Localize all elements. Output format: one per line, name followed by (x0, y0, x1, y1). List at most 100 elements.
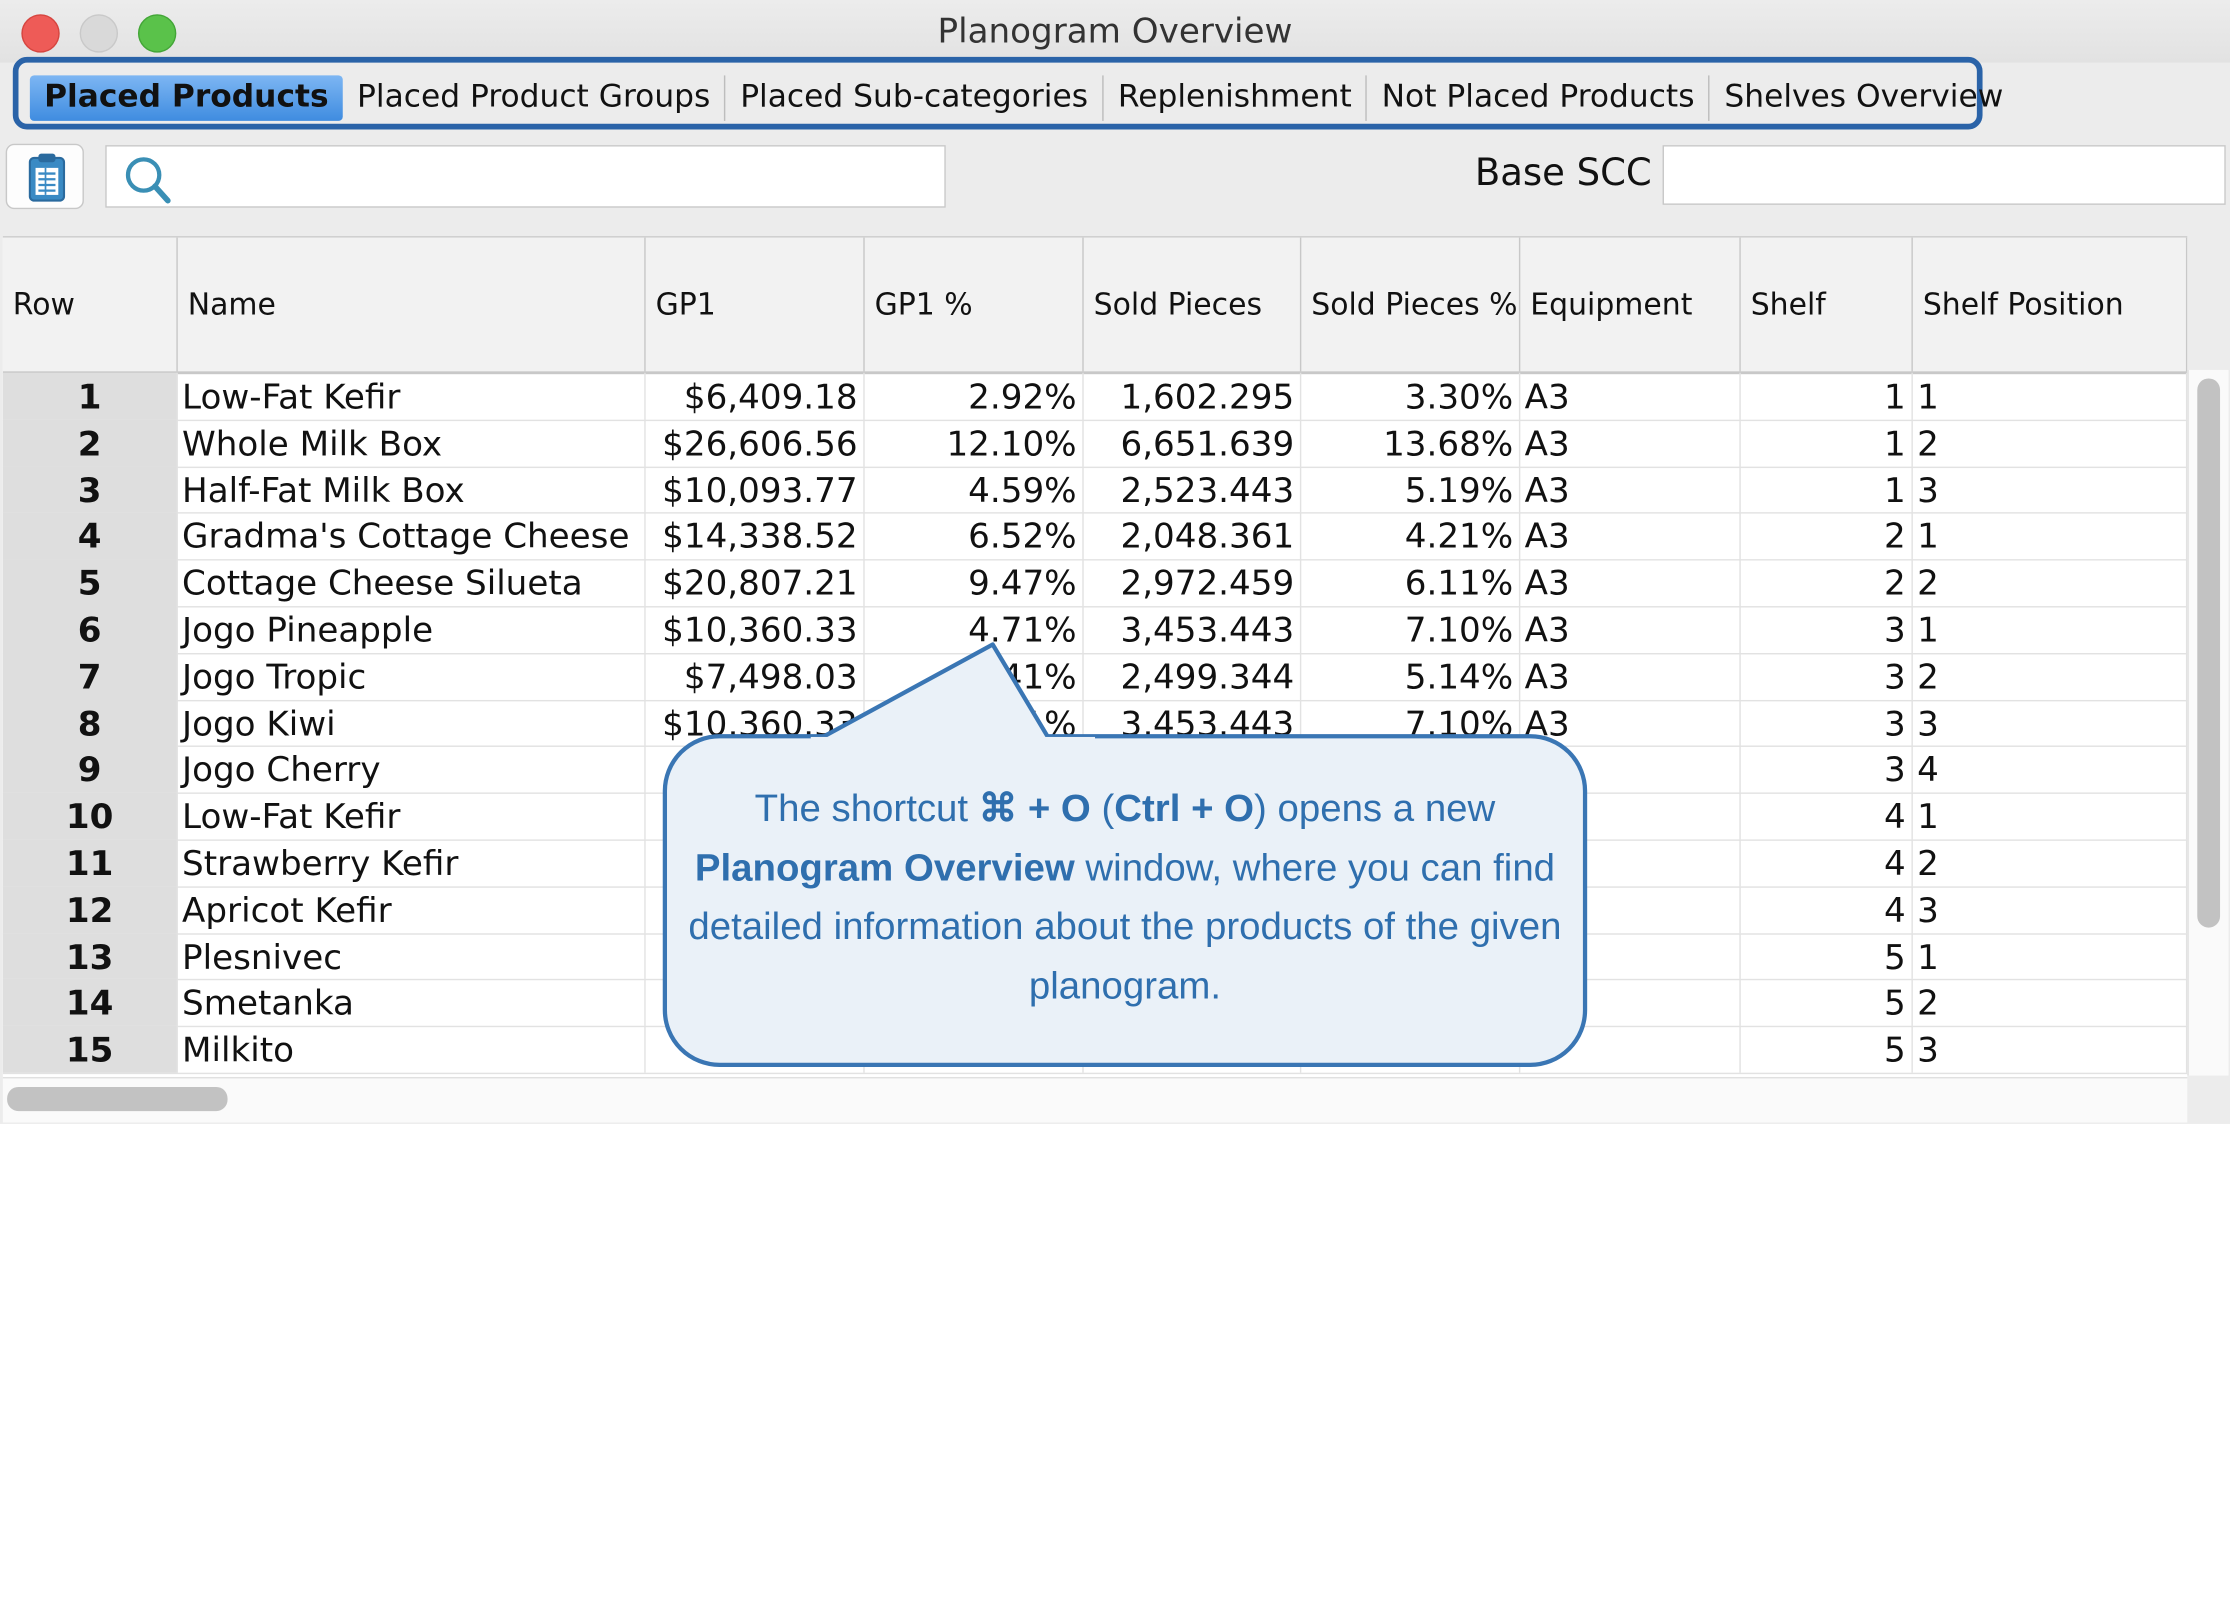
column-header-row[interactable]: Row (3, 237, 178, 372)
cell-name: Low-Fat Kefir (178, 792, 646, 840)
cell-shelf-position: 1 (1913, 792, 2188, 840)
cell-equipment (1520, 839, 1741, 887)
cell-sold-pieces-pct: 7.10% (1301, 606, 1521, 653)
cell-shelf: 3 (1741, 699, 1913, 747)
cell-shelf: 5 (1741, 932, 1913, 980)
cell-equipment (1520, 792, 1741, 840)
cell-sold-pieces: 1,602.295 (1084, 372, 1302, 420)
column-header-equipment[interactable]: Equipment (1520, 237, 1741, 372)
column-header-sold-pieces-pct[interactable]: Sold Pieces % (1301, 237, 1521, 372)
tab-placed-product-groups[interactable]: Placed Product Groups (343, 75, 726, 121)
callout-tail (810, 642, 1096, 769)
cell-sold-pieces-pct: 4.21% (1301, 512, 1521, 560)
cell-equipment: A3 (1520, 466, 1741, 513)
cell-shelf-position: 3 (1913, 466, 2188, 513)
cell-name: Gradma's Cottage Cheese (178, 512, 646, 560)
cell-row: 6 (2, 606, 178, 653)
cell-shelf: 1 (1741, 466, 1913, 513)
base-scc-input[interactable] (1662, 145, 2226, 205)
cell-row: 1 (2, 372, 178, 420)
cell-shelf: 4 (1741, 886, 1913, 933)
cell-row: 14 (2, 979, 178, 1027)
tab-bar: Placed Products Placed Product Groups Pl… (29, 75, 2018, 121)
cell-shelf: 3 (1741, 652, 1913, 700)
column-header-sold-pieces[interactable]: Sold Pieces (1084, 237, 1302, 372)
cell-row: 11 (2, 839, 178, 887)
close-window-button[interactable] (21, 14, 60, 53)
cell-row: 13 (2, 932, 178, 980)
cell-shelf: 1 (1741, 419, 1913, 467)
cell-sold-pieces-pct: 5.19% (1301, 466, 1521, 513)
cell-row: 3 (2, 466, 178, 513)
tab-not-placed-products[interactable]: Not Placed Products (1367, 75, 1711, 121)
callout-text-part: ( (1090, 786, 1115, 830)
cell-sold-pieces-pct: 6.11% (1301, 559, 1521, 607)
table-header: Row Name GP1 GP1 % Sold Pieces Sold Pieces % E… (2, 237, 2188, 375)
cell-row: 8 (2, 699, 178, 747)
cell-equipment (1520, 886, 1741, 933)
cell-shelf: 4 (1741, 839, 1913, 887)
maximize-window-button[interactable] (137, 14, 177, 53)
cell-row: 2 (2, 419, 178, 467)
cell-shelf-position: 3 (1913, 699, 2188, 747)
tabs-highlight: Placed Products Placed Product Groups Pl… (12, 56, 2003, 130)
table-row[interactable]: 5 Cottage Cheese Silueta $20,807.21 9.47% 2,… (2, 559, 2188, 608)
cell-gp1-pct: 2.92% (865, 372, 1084, 420)
cell-gp1-pct: 4.71% (865, 606, 1084, 653)
cell-name: Low-Fat Kefir (178, 372, 646, 420)
cell-shelf-position: 1 (1913, 512, 2188, 560)
column-header-shelf[interactable]: Shelf (1741, 237, 1913, 372)
cell-sold-pieces-pct: 5.14% (1301, 652, 1521, 700)
cell-name: Plesnivec (178, 932, 646, 980)
cell-gp1: $20,807.21 (646, 559, 865, 607)
horizontal-scrollbar[interactable] (2, 1076, 2188, 1123)
cell-shelf: 2 (1741, 512, 1913, 560)
cell-shelf: 3 (1741, 606, 1913, 653)
export-button[interactable] (5, 143, 84, 210)
cell-gp1-pct: 12.10% (865, 419, 1084, 467)
cell-sold-pieces: 2,972.459 (1084, 559, 1302, 607)
cell-name: Whole Milk Box (178, 419, 646, 467)
table-row[interactable]: 1 Low-Fat Kefir $6,409.18 2.92% 1,602.295 3.3… (2, 372, 2188, 421)
table-row[interactable]: 2 Whole Milk Box $26,606.56 12.10% 6,651.639… (2, 419, 2188, 468)
tab-shelves-overview[interactable]: Shelves Overview (1724, 79, 2004, 116)
tab-replenishment[interactable]: Replenishment (1104, 75, 1368, 121)
cell-equipment: A3 (1520, 512, 1741, 560)
table-row[interactable]: 3 Half-Fat Milk Box $10,093.77 4.59% 2,523.4… (2, 466, 2188, 515)
cell-gp1: $10,093.77 (646, 466, 865, 513)
cell-shelf: 3 (1741, 746, 1913, 793)
cell-shelf-position: 2 (1913, 652, 2188, 700)
cell-gp1: $6,409.18 (646, 372, 865, 420)
tab-placed-sub-categories[interactable]: Placed Sub-categories (726, 75, 1104, 121)
cell-name: Milkito (178, 1026, 646, 1073)
table-row[interactable]: 4 Gradma's Cottage Cheese $14,338.52 6.52% 2… (2, 512, 2188, 561)
callout-text-part: ) opens a new (1254, 786, 1496, 830)
cell-gp1-pct: 9.47% (865, 559, 1084, 607)
cell-shelf-position: 2 (1913, 839, 2188, 887)
callout-text: The shortcut ⌘ + O (Ctrl + O) opens a ne… (677, 780, 1573, 1016)
cell-row: 5 (2, 559, 178, 607)
tab-placed-products[interactable]: Placed Products (29, 75, 343, 121)
minimize-window-button[interactable] (79, 14, 119, 53)
column-header-name[interactable]: Name (178, 237, 646, 372)
vertical-scroll-thumb[interactable] (2197, 378, 2221, 928)
cell-sold-pieces: 2,523.443 (1084, 466, 1302, 513)
horizontal-scroll-thumb[interactable] (7, 1086, 228, 1112)
cell-gp1: $26,606.56 (646, 419, 865, 467)
column-header-shelf-position[interactable]: Shelf Position (1913, 237, 2188, 372)
cell-row: 4 (2, 512, 178, 560)
column-header-gp1-pct[interactable]: GP1 % (865, 237, 1084, 372)
cell-shelf: 1 (1741, 372, 1913, 420)
cell-equipment (1520, 1026, 1741, 1073)
cell-shelf-position: 4 (1913, 746, 2188, 793)
table-row[interactable]: 6 Jogo Pineapple $10,360.33 4.71% 3,453.443 7… (2, 606, 2188, 655)
search-field[interactable] (105, 145, 946, 208)
cell-row: 9 (2, 746, 178, 793)
callout-text-part: window, where you can find detailed info… (688, 845, 1562, 1007)
cell-name: Jogo Kiwi (178, 699, 646, 747)
cell-shelf-position: 2 (1913, 979, 2188, 1027)
cell-sold-pieces-pct: 13.68% (1301, 419, 1521, 467)
cell-gp1-pct: 4.59% (865, 466, 1084, 513)
column-header-gp1[interactable]: GP1 (646, 237, 865, 372)
callout-shortcut-win: Ctrl + O (1114, 786, 1255, 830)
